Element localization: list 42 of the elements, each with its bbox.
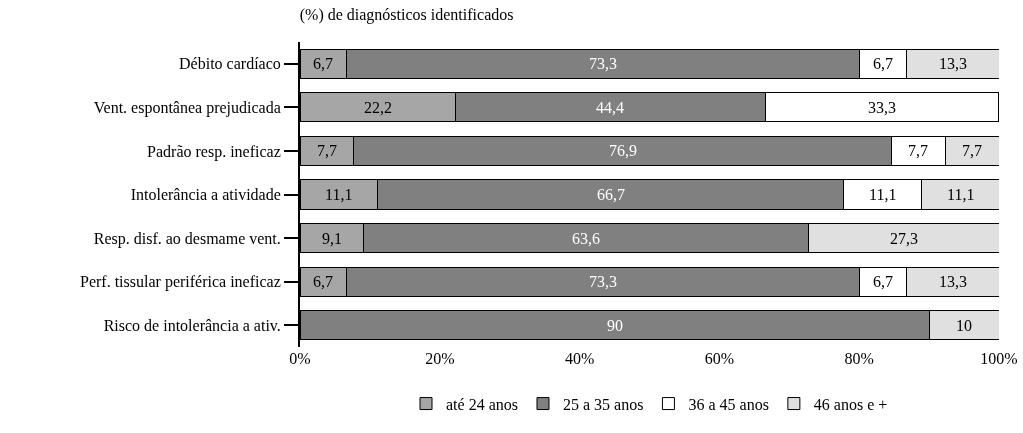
data-label: 27,3 bbox=[890, 230, 918, 247]
data-label: 73,3 bbox=[589, 55, 617, 72]
data-label: 7,7 bbox=[908, 142, 928, 159]
y-tick-label: Perf. tissular periférica ineficaz bbox=[80, 273, 281, 292]
x-tick-label: 40% bbox=[564, 350, 595, 367]
data-label: 13,3 bbox=[939, 55, 967, 72]
data-label: 6,7 bbox=[313, 273, 333, 290]
data-label: 76,9 bbox=[609, 142, 637, 159]
data-label: 13,3 bbox=[939, 273, 967, 290]
data-label: 11,1 bbox=[947, 186, 975, 203]
y-tick-label: Risco de intolerância a ativ. bbox=[103, 316, 281, 334]
y-tick-label: Padrão resp. ineficaz bbox=[147, 142, 281, 161]
data-label: 63,6 bbox=[572, 230, 600, 247]
data-label: 11,1 bbox=[869, 186, 897, 203]
y-tick-label: Intolerância a atividade bbox=[130, 186, 281, 204]
chart-title: (%) de diagnósticos identificados bbox=[299, 5, 514, 24]
y-tick-label: Débito cardíaco bbox=[179, 55, 281, 73]
legend-label: 36 a 45 anos bbox=[688, 395, 769, 413]
data-label: 6,7 bbox=[873, 273, 893, 290]
x-tick-label: 0% bbox=[289, 350, 311, 367]
x-tick-label: 80% bbox=[844, 350, 874, 367]
data-label: 66,7 bbox=[597, 186, 625, 203]
y-tick-label: Resp. disf. ao desmame vent. bbox=[93, 229, 281, 248]
y-tick-label: Vent. espontânea prejudicada bbox=[93, 98, 281, 117]
data-label: 7,7 bbox=[317, 142, 337, 159]
legend-label: 25 a 35 anos bbox=[562, 395, 644, 413]
legend-label: até 24 anos bbox=[446, 395, 518, 413]
x-tick-label: 20% bbox=[425, 350, 455, 367]
data-label: 90 bbox=[607, 317, 623, 334]
data-label: 9,1 bbox=[322, 230, 342, 247]
data-label: 44,4 bbox=[596, 99, 624, 116]
x-tick-label: 60% bbox=[704, 350, 735, 367]
data-label: 73,3 bbox=[589, 273, 617, 290]
data-label: 33,3 bbox=[868, 99, 896, 116]
data-label: 7,7 bbox=[962, 142, 982, 159]
data-label: 6,7 bbox=[873, 55, 893, 72]
data-label: 6,7 bbox=[313, 55, 333, 72]
legend-label: 46 anos e + bbox=[813, 395, 888, 413]
data-label: 11,1 bbox=[325, 186, 353, 203]
x-tick-label: 100% bbox=[980, 350, 1018, 367]
data-label: 22,2 bbox=[364, 99, 392, 116]
data-label: 10 bbox=[956, 317, 972, 334]
